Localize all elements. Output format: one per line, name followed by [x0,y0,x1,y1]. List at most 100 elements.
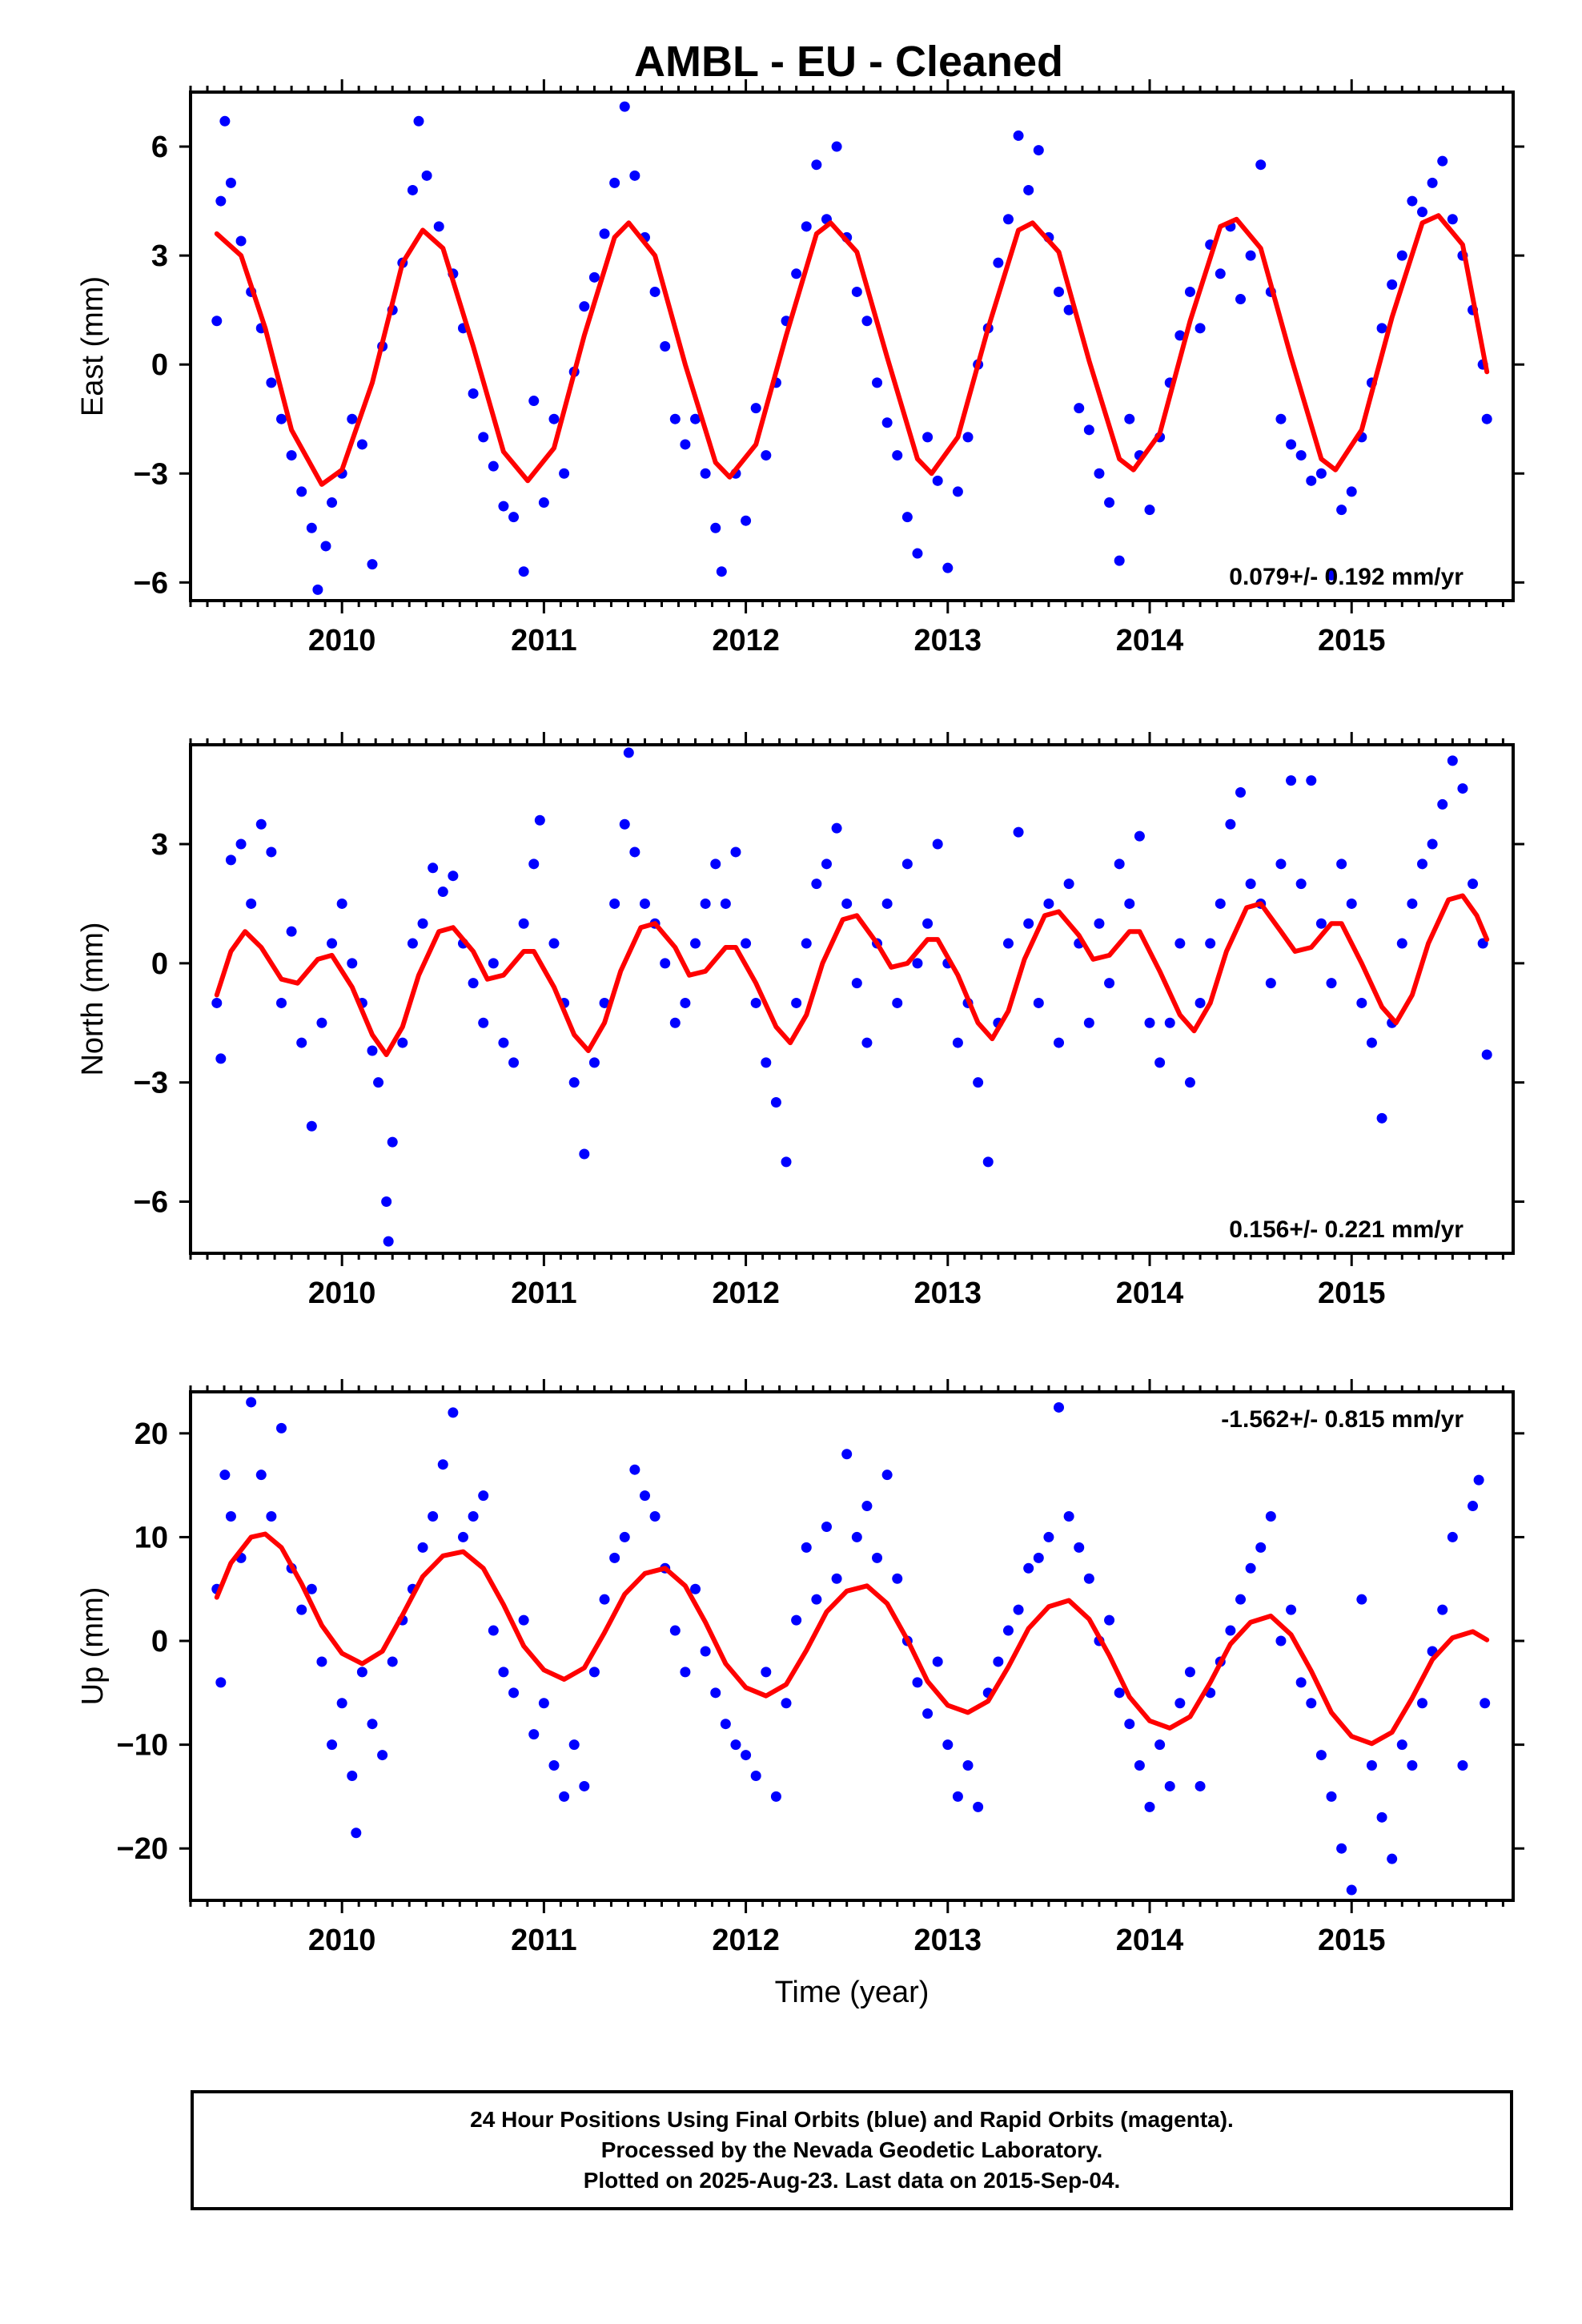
data-point [508,512,520,523]
data-point [498,501,509,512]
data-point [1447,1531,1458,1542]
data-point [1468,879,1479,890]
data-point [1033,1552,1044,1563]
y-axis-label: Up (mm) [76,1587,110,1706]
data-point [1265,1511,1276,1522]
data-point [1023,1562,1034,1574]
data-point [932,838,943,850]
data-point [730,846,741,858]
data-point [1235,1594,1247,1605]
y-tick-label: 20 [135,1417,168,1451]
data-point [1306,475,1317,486]
data-point [599,1594,610,1605]
data-point [407,938,418,949]
data-point [316,1017,327,1028]
x-tick-label: 2012 [712,624,780,657]
x-tick-label: 2011 [511,624,576,657]
data-point [478,1017,489,1028]
data-point [235,235,247,247]
y-tick-label: 10 [135,1521,168,1554]
data-point [851,286,862,297]
data-point [568,1739,580,1751]
data-point [1104,497,1115,509]
data-point [720,898,731,909]
data-point [437,1459,448,1470]
data-point [468,978,479,989]
data-point [1033,997,1044,1008]
x-tick-label: 2012 [712,1277,780,1310]
data-point [1315,918,1327,929]
data-point [1480,1698,1491,1709]
data-point [1114,555,1125,566]
data-point [1013,1604,1024,1615]
chart-title: AMBL - EU - Cleaned [634,38,1063,86]
data-point [801,221,812,232]
data-point [1396,250,1407,261]
data-point [1437,155,1448,167]
rate-annotation: 0.079+/- 0.192 mm/yr [1229,564,1464,590]
data-point [680,439,691,450]
data-point [488,1625,499,1636]
data-point [1083,1017,1094,1028]
data-point [538,497,549,509]
data-point [1023,184,1034,195]
data-point [538,1698,549,1709]
data-point [952,486,963,497]
data-point [942,562,954,573]
data-point [1468,1501,1479,1512]
data-point [609,898,620,909]
y-tick-label: 0 [151,1625,168,1659]
data-point [1407,1760,1418,1771]
data-point [811,879,822,890]
data-point [1437,1604,1448,1615]
data-point [1124,1719,1135,1730]
data-point [387,1656,398,1667]
data-point [892,450,903,461]
data-point [669,1625,681,1636]
data-point [892,1573,903,1584]
data-point [912,548,923,559]
data-point [750,403,761,414]
data-point [1245,879,1256,890]
data-point [609,1552,620,1563]
data-point [1063,1511,1074,1522]
data-point [1356,997,1367,1008]
data-point [761,450,772,461]
data-point [498,1037,509,1048]
data-point [1195,323,1206,334]
data-point [417,1542,428,1553]
data-point [781,1156,792,1168]
x-tick-label: 2010 [308,1277,376,1310]
data-point [770,1791,781,1802]
data-point [1255,1542,1267,1553]
panel-east: −6 −3 0 3 6 2010 2011 2012 2013 2014 2015 East (mm)… [76,79,1524,657]
data-point [619,101,630,112]
data-point [1326,569,1337,581]
data-point [912,958,923,969]
data-point [841,898,853,909]
x-tick-label: 2010 [308,624,376,657]
data-point [761,1057,772,1068]
data-point [1326,978,1337,989]
data-point [588,1667,600,1678]
data-point [811,159,822,171]
data-point [629,170,640,181]
data-point [1074,1542,1085,1553]
data-point [1094,468,1105,479]
data-point [599,228,610,239]
data-point [700,1646,711,1657]
data-point [660,958,671,969]
data-point [413,115,424,127]
data-point [1114,858,1125,870]
data-point [1437,798,1448,810]
data-point [1315,1750,1327,1761]
data-point [508,1687,520,1699]
y-axis-label: East (mm) [76,276,110,416]
data-point [373,1077,384,1088]
data-point [468,1511,479,1522]
data-point [225,1511,236,1522]
y-tick-label: 3 [151,239,168,273]
data-point [690,1583,701,1594]
data-point [528,1729,540,1740]
